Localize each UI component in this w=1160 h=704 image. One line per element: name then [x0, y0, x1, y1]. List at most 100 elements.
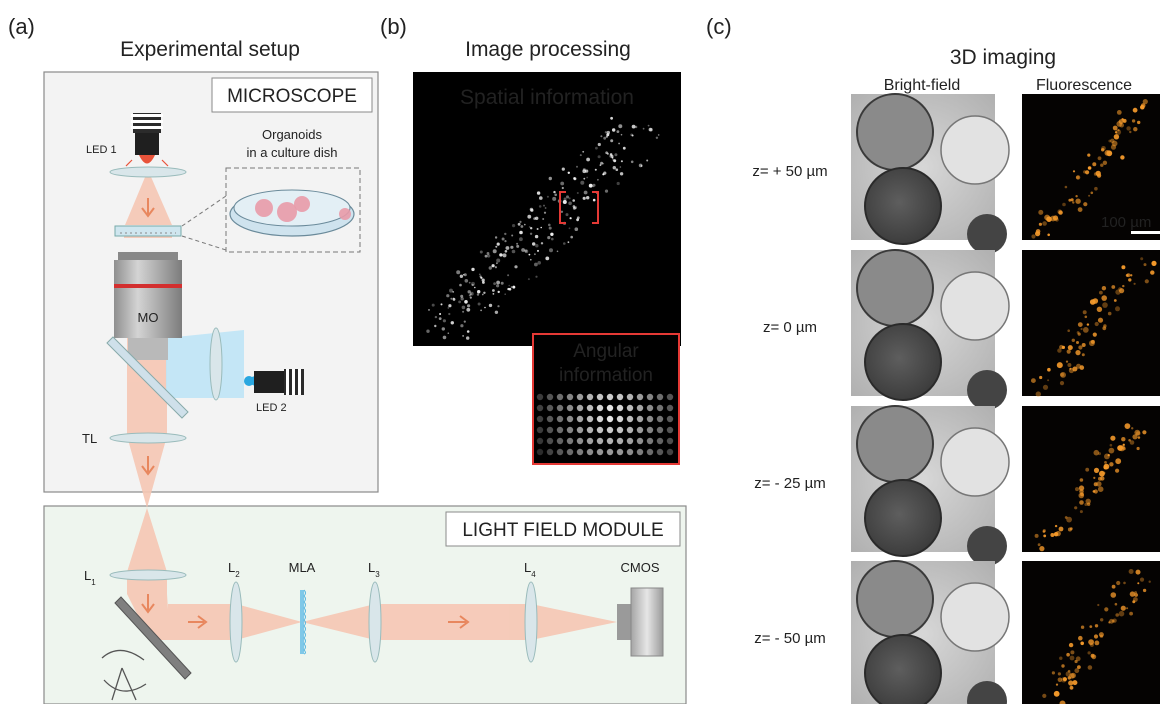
spatial-speckle: [496, 262, 498, 265]
spatial-speckle: [524, 249, 529, 254]
imaging-row: z= 0 µm: [763, 249, 1160, 410]
organoid-cell: [967, 681, 1007, 704]
angular-spot: [596, 415, 604, 423]
spatial-speckle: [440, 303, 443, 306]
fluorescence-spot: [1104, 461, 1107, 464]
fluorescence-spot: [1132, 107, 1138, 113]
spatial-speckle: [536, 228, 539, 230]
spatial-speckle: [603, 136, 607, 140]
spatial-speckle: [516, 244, 520, 248]
angular-spot: [586, 448, 594, 456]
fluorescence-spot: [1097, 156, 1102, 161]
fluorescence-spot: [1139, 577, 1145, 582]
fluorescence-spot: [1094, 640, 1100, 646]
angular-spot: [556, 426, 564, 434]
spatial-speckle: [441, 327, 445, 331]
angular-spot: [556, 393, 564, 401]
fluorescence-spot: [1075, 350, 1081, 356]
microscope-label: MICROSCOPE: [227, 86, 357, 107]
spatial-speckle: [480, 309, 482, 312]
spatial-speckle: [502, 253, 507, 258]
fluorescence-spot: [1035, 229, 1041, 234]
angular-spot: [566, 426, 574, 434]
spatial-speckle: [493, 282, 496, 285]
angular-spot: [576, 393, 584, 401]
imaging-row: z= - 25 µm: [754, 405, 1160, 566]
spatial-speckle: [500, 281, 504, 285]
fluorescence-spot: [1111, 584, 1116, 589]
fluorescence-spot: [1128, 439, 1131, 442]
fluorescence-spot: [1094, 186, 1098, 191]
panel-c-title: 3D imaging: [950, 46, 1056, 69]
spatial-speckle: [592, 183, 596, 187]
angular-spot: [646, 448, 654, 456]
angular-spot: [596, 437, 604, 445]
fluorescence-spot: [1135, 569, 1141, 575]
fluorescence-spot: [1122, 284, 1125, 288]
fluorescence-spot: [1081, 353, 1085, 357]
spatial-speckle: [434, 324, 437, 328]
fluorescence-spot: [1031, 378, 1036, 383]
organoid-cell: [940, 271, 1010, 341]
angular-spot: [596, 426, 604, 434]
fluorescence-spot: [1042, 384, 1049, 390]
angular-spot: [536, 393, 544, 401]
spatial-speckle: [550, 232, 554, 236]
spatial-speckle: [615, 168, 619, 171]
fluorescence-spot: [1101, 146, 1106, 151]
fluorescence-spot: [1095, 170, 1101, 177]
spatial-speckle: [488, 303, 493, 308]
spatial-speckle: [634, 125, 638, 129]
spatial-speckle: [486, 254, 491, 258]
spatial-speckle: [524, 249, 528, 253]
spatial-speckle: [469, 296, 472, 299]
angular-spot: [646, 426, 654, 434]
fluorescence-spot: [1148, 580, 1151, 583]
fluorescence-spot: [1079, 500, 1084, 505]
fluorescence-spot: [1088, 639, 1094, 645]
fluorescence-spot: [1115, 129, 1122, 135]
fluorescence-spot: [1043, 534, 1047, 538]
spatial-speckle: [514, 265, 518, 269]
fluorescence-spot: [1065, 360, 1069, 363]
fluorescence-spot: [1062, 202, 1066, 207]
fluorescence-spot: [1100, 618, 1104, 622]
spatial-speckle: [548, 226, 552, 230]
spatial-speckle: [494, 310, 499, 314]
fluorescence-spot: [1143, 263, 1147, 267]
spatial-speckle: [460, 294, 464, 298]
angular-spot: [616, 393, 624, 401]
fluorescence-spot: [1093, 634, 1099, 639]
fluorescence-spot: [1104, 453, 1110, 460]
fluorescence-spot: [1068, 367, 1074, 374]
spatial-speckle: [572, 199, 575, 202]
spatial-speckle: [463, 273, 467, 277]
column-brightfield-label: Bright-field: [884, 77, 960, 94]
fluorescence-spot: [1070, 198, 1074, 202]
spatial-speckle: [491, 264, 495, 268]
spatial-speckle: [492, 293, 495, 295]
lens-l1: [109, 569, 187, 581]
spatial-speckle: [631, 124, 636, 129]
spatial-speckle: [547, 236, 551, 240]
fluorescence-spot: [1082, 310, 1087, 315]
fluorescence-spot: [1117, 129, 1120, 132]
spatial-speckle: [568, 201, 572, 206]
spatial-speckle: [616, 130, 620, 134]
fluorescence-spot: [1046, 216, 1052, 222]
fluorescence-spot: [1077, 665, 1081, 669]
spatial-speckle: [537, 249, 539, 252]
spatial-speckle: [499, 253, 503, 257]
organoid-cell: [864, 323, 942, 401]
fluorescence-spot: [1064, 516, 1068, 519]
angular-spot: [586, 415, 594, 423]
fluorescence-spot: [1038, 209, 1044, 215]
angular-spot: [646, 437, 654, 445]
fluorescence-spot: [1057, 677, 1063, 683]
fluorescence-spot: [1080, 327, 1083, 331]
spatial-information-pattern: [426, 116, 660, 340]
lens-l4: [524, 581, 538, 663]
spatial-speckle: [560, 210, 564, 213]
lens-l3-label: L3: [368, 560, 380, 579]
